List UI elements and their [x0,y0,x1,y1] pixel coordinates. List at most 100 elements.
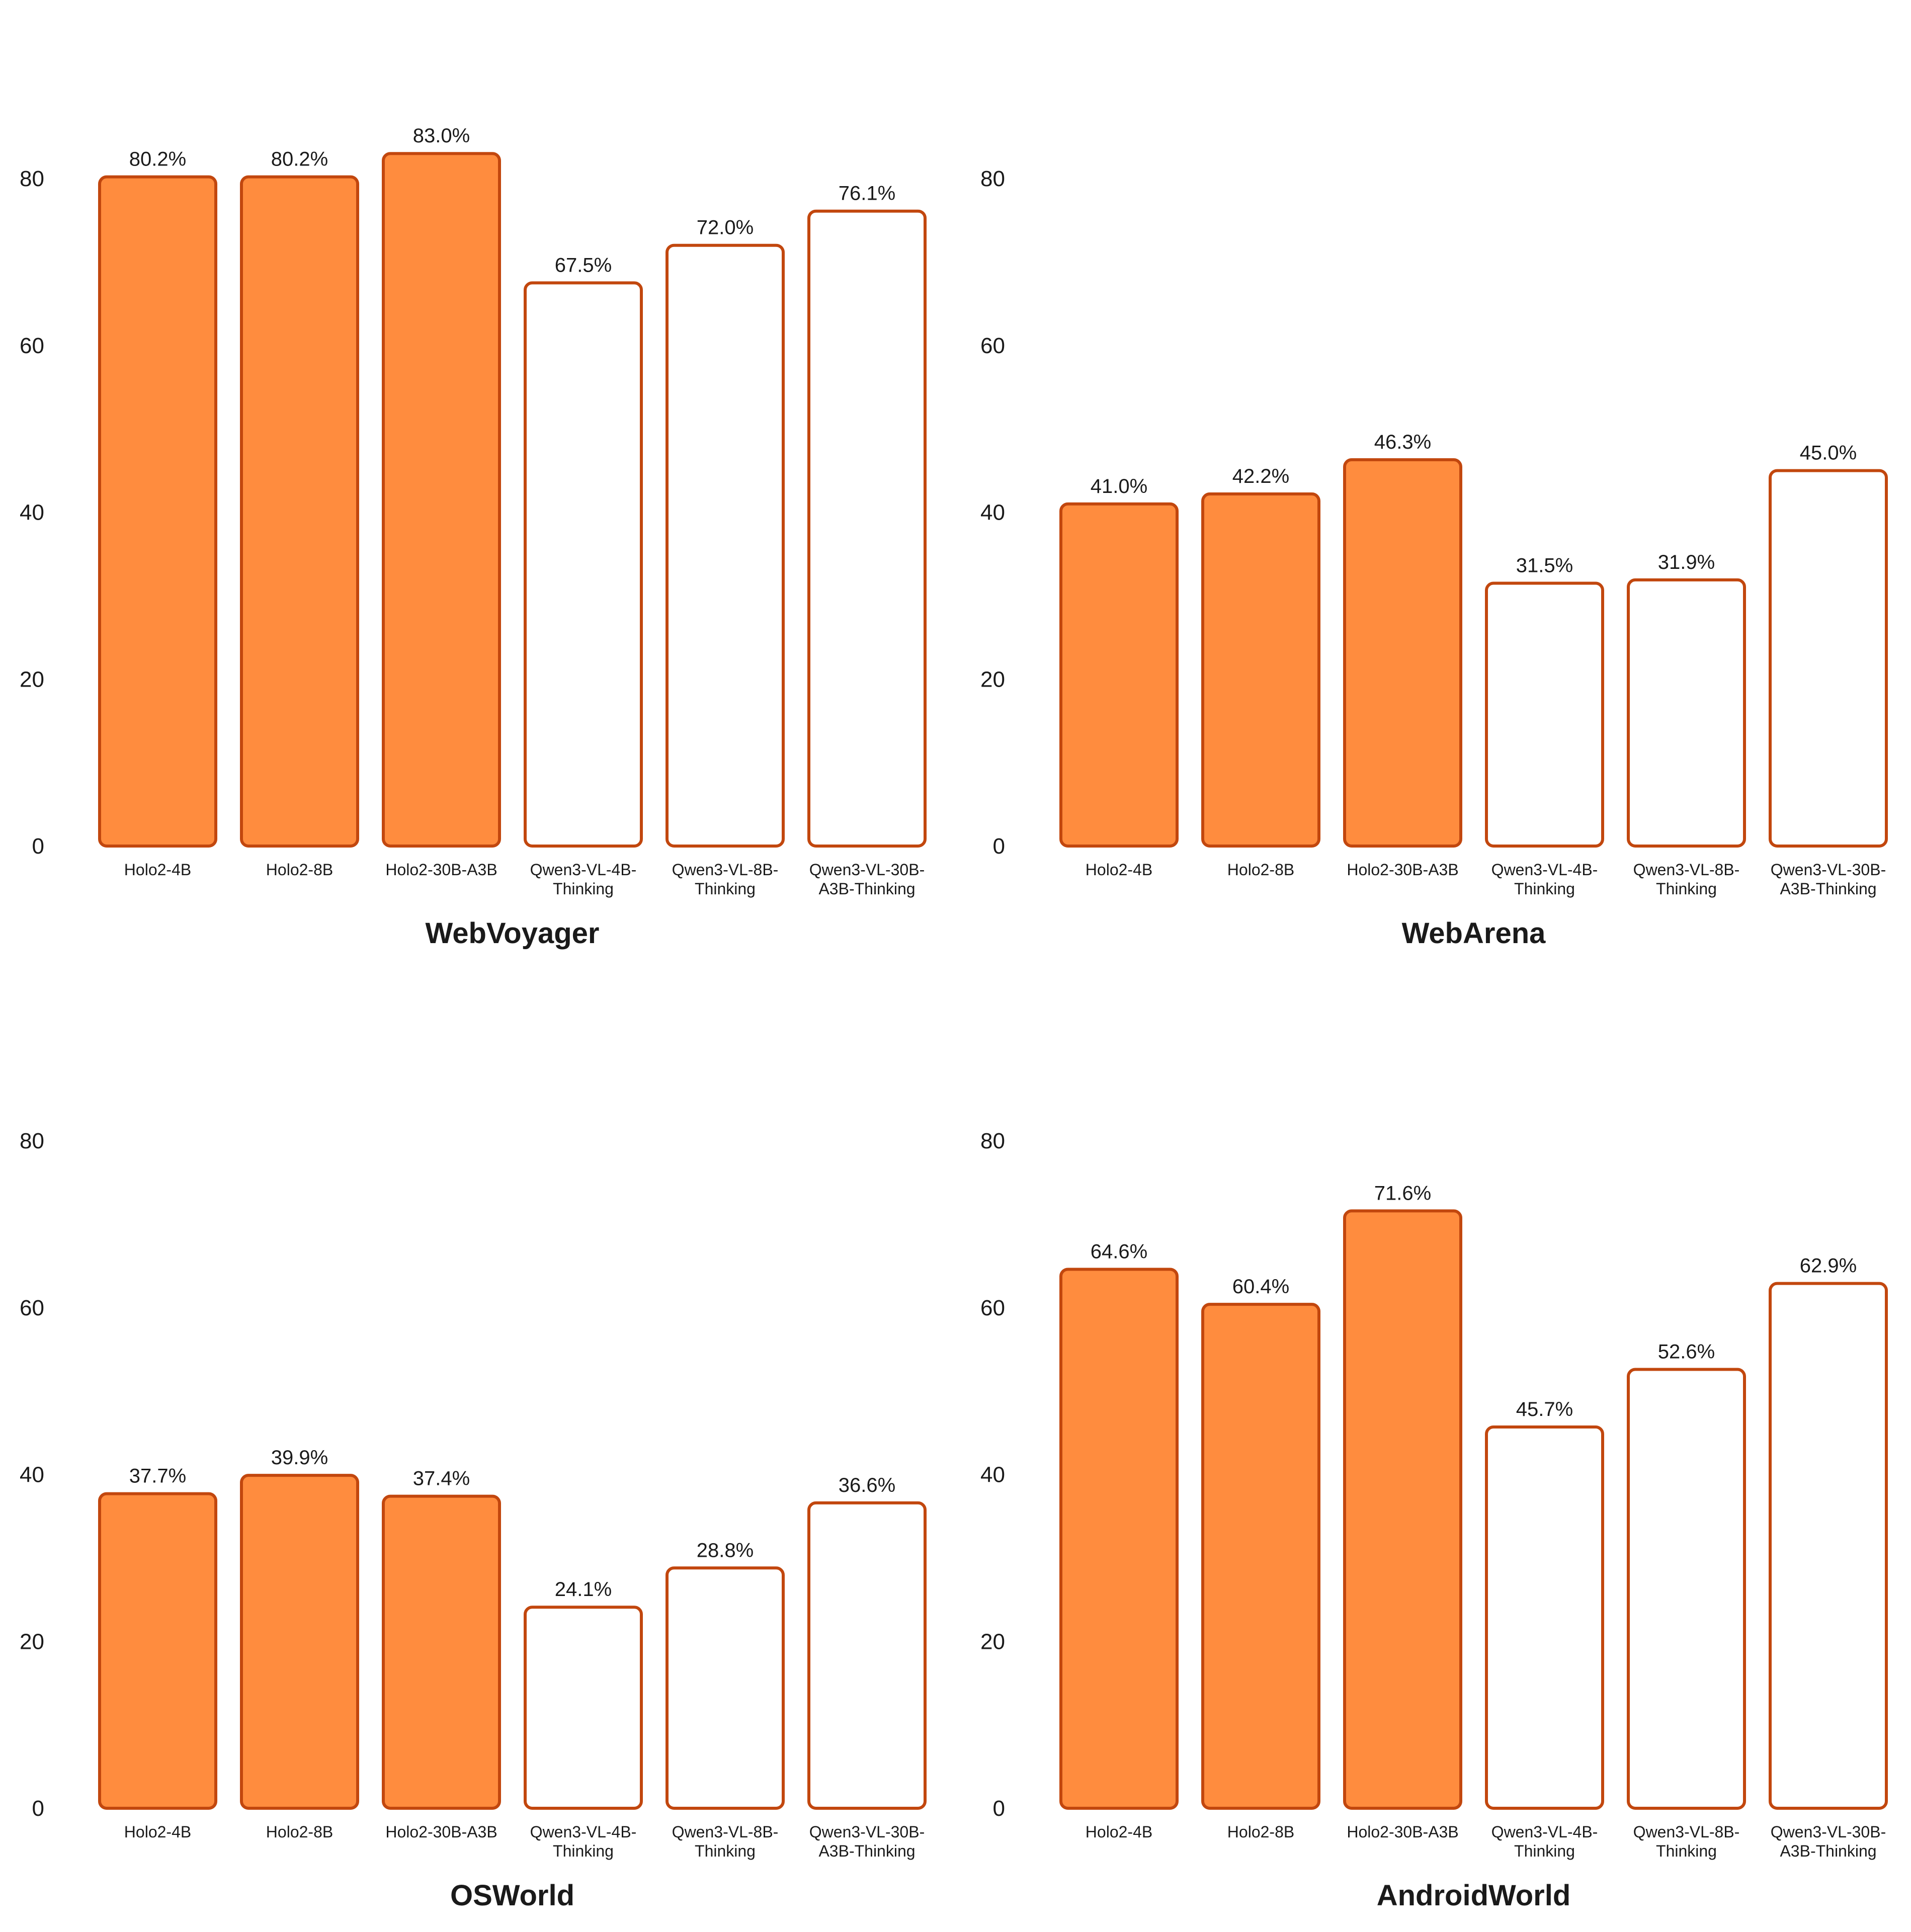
chart-title: WebVoyager [426,917,600,950]
bar-qwen3-vl-4b-thinking [524,1606,643,1810]
bar-holo2-4b [98,175,217,848]
x-category-label: Qwen3-VL-4B-Thinking [530,861,637,898]
bar-holo2-8b [1201,492,1320,848]
x-category-label: Holo2-8B [1227,1823,1294,1841]
bar-value-label: 62.9% [1800,1255,1857,1277]
bar-value-label: 39.9% [271,1447,328,1469]
bar-value-label: 60.4% [1232,1276,1289,1298]
y-tick-label: 0 [32,834,44,859]
bar-value-label: 37.7% [129,1465,186,1487]
y-tick-label: 20 [20,1629,44,1654]
x-category-label: Qwen3-VL-4B-Thinking [1491,861,1598,898]
bar-value-label: 71.6% [1374,1182,1431,1204]
bar-value-label: 80.2% [271,148,328,171]
bar-value-label: 52.6% [1658,1340,1715,1363]
bar-holo2-30b-a3b [382,152,501,848]
bar-value-label: 31.5% [1516,554,1573,576]
y-tick-label: 0 [993,1796,1005,1821]
x-category-label: Holo2-30B-A3B [1347,1823,1458,1841]
bar-value-label: 28.8% [697,1539,754,1561]
chart-panel-3: 0 20 40 60 80 64.6% Holo2-4B 60.4% Holo2-8B 71.6%… [980,1129,1888,1912]
x-category-label: Holo2-30B-A3B [1347,861,1458,879]
x-category-label: Holo2-4B [124,1823,191,1841]
bar-qwen3-vl-4b-thinking [524,281,643,848]
bar-qwen3-vl-4b-thinking [1485,581,1604,848]
y-tick-label: 80 [20,1129,44,1153]
x-category-label: Qwen3-VL-30B-A3B-Thinking [1771,1823,1886,1860]
bar-value-label: 76.1% [839,183,895,205]
bar-holo2-30b-a3b [382,1494,501,1810]
bar-holo2-8b [240,175,359,848]
bar-qwen3-vl-30b-a3b-thinking [1769,1282,1888,1810]
x-category-label: Holo2-8B [266,1823,333,1841]
y-tick-label: 60 [980,333,1005,358]
bar-holo2-4b [1059,1268,1179,1810]
y-tick-label: 40 [20,1463,44,1487]
y-tick-label: 20 [20,667,44,692]
x-category-label: Holo2-30B-A3B [385,861,497,879]
x-category-label: Holo2-4B [124,861,191,879]
y-tick-label: 0 [993,834,1005,859]
bar-value-label: 37.4% [413,1468,470,1490]
x-category-label: Qwen3-VL-30B-A3B-Thinking [1771,861,1886,898]
chart-title: AndroidWorld [1377,1879,1571,1912]
x-category-label: Holo2-8B [266,861,333,879]
y-tick-label: 80 [20,166,44,191]
x-category-label: Qwen3-VL-4B-Thinking [1491,1823,1598,1860]
chart-title: OSWorld [450,1879,574,1912]
bar-value-label: 46.3% [1374,431,1431,453]
y-tick-label: 80 [980,166,1005,191]
bar-holo2-8b [1201,1303,1320,1810]
bar-value-label: 41.0% [1091,475,1147,497]
bar-holo2-4b [1059,502,1179,848]
x-category-label: Qwen3-VL-4B-Thinking [530,1823,637,1860]
y-tick-label: 80 [980,1129,1005,1153]
x-category-label: Holo2-4B [1086,1823,1152,1841]
y-tick-label: 40 [980,500,1005,525]
bar-qwen3-vl-4b-thinking [1485,1425,1604,1810]
y-tick-label: 40 [20,500,44,525]
chart-panel-2: 0 20 40 60 80 37.7% Holo2-4B 39.9% Holo2-8B 37.4%… [20,1129,927,1912]
chart-panel-1: 0 20 40 60 80 41.0% Holo2-4B 42.2% Holo2-8B 46.3%… [980,166,1888,950]
bar-qwen3-vl-30b-a3b-thinking [807,1501,927,1810]
y-tick-label: 40 [980,1463,1005,1487]
bar-qwen3-vl-8b-thinking [1627,578,1746,848]
bar-holo2-8b [240,1474,359,1810]
bar-value-label: 36.6% [839,1474,895,1496]
x-category-label: Qwen3-VL-30B-A3B-Thinking [809,861,925,898]
bar-value-label: 45.0% [1800,442,1857,464]
chart-title: WebArena [1402,917,1546,950]
y-tick-label: 0 [32,1796,44,1821]
x-category-label: Holo2-30B-A3B [385,1823,497,1841]
x-category-label: Holo2-4B [1086,861,1152,879]
y-tick-label: 60 [20,1296,44,1320]
bar-value-label: 67.5% [555,254,612,276]
bar-holo2-30b-a3b [1343,1209,1462,1810]
bar-qwen3-vl-8b-thinking [1627,1368,1746,1810]
bar-qwen3-vl-8b-thinking [666,1566,785,1810]
bar-value-label: 64.6% [1091,1240,1147,1263]
bar-value-label: 80.2% [129,148,186,171]
bar-value-label: 72.0% [697,217,754,239]
x-category-label: Qwen3-VL-8B-Thinking [1633,861,1740,898]
bar-value-label: 24.1% [555,1578,612,1601]
x-category-label: Qwen3-VL-30B-A3B-Thinking [809,1823,925,1860]
y-tick-label: 20 [980,667,1005,692]
y-tick-label: 60 [980,1296,1005,1320]
bar-qwen3-vl-30b-a3b-thinking [807,209,927,848]
y-tick-label: 20 [980,1629,1005,1654]
bar-holo2-4b [98,1492,217,1810]
bar-qwen3-vl-30b-a3b-thinking [1769,469,1888,848]
y-tick-label: 60 [20,333,44,358]
bar-value-label: 31.9% [1658,551,1715,573]
chart-panel-0: 0 20 40 60 80 80.2% Holo2-4B 80.2% Holo2-8B 83.0%… [20,125,927,950]
bar-value-label: 83.0% [413,125,470,147]
x-category-label: Qwen3-VL-8B-Thinking [1633,1823,1740,1860]
x-category-label: Qwen3-VL-8B-Thinking [672,1823,779,1860]
bar-qwen3-vl-8b-thinking [666,243,785,848]
bar-value-label: 45.7% [1516,1398,1573,1420]
x-category-label: Holo2-8B [1227,861,1294,879]
bar-holo2-30b-a3b [1343,458,1462,848]
